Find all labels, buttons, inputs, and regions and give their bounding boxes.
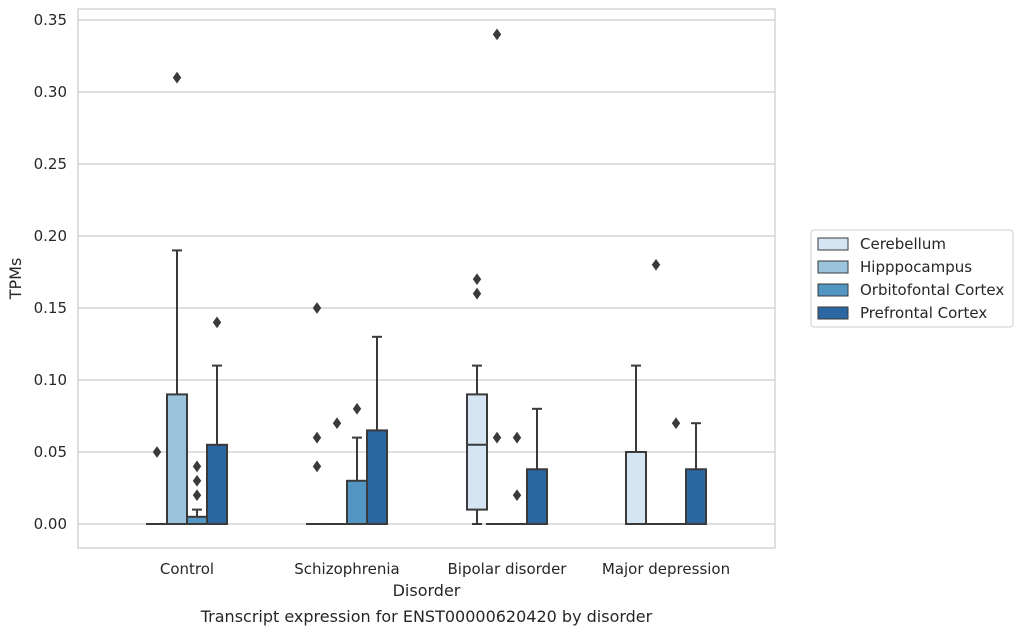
box-orbitofontal-cortex-control (186, 460, 208, 525)
outlier-point (172, 71, 182, 84)
outlier-point (312, 302, 322, 314)
outlier-point (152, 446, 162, 458)
box-body (206, 443, 228, 525)
legend-swatch (817, 260, 849, 274)
outlier-point (212, 316, 222, 329)
box-body (346, 479, 368, 525)
box-prefrontal-cortex-schizophrenia (366, 335, 388, 525)
outlier-point (312, 431, 322, 444)
legend-label: Orbitofontal Cortex (860, 281, 1004, 299)
box-body (466, 393, 488, 511)
outlier-point (472, 273, 482, 286)
outlier-point (492, 28, 502, 41)
box-body (526, 468, 548, 525)
y-axis-label: TPMs (6, 258, 25, 301)
x-tick-label: Schizophrenia (294, 560, 399, 578)
y-tick-label: 0.30 (34, 83, 67, 101)
box-body (625, 451, 647, 525)
box-series (146, 28, 707, 526)
y-tick-label: 0.20 (34, 227, 67, 245)
x-tick-label: Bipolar disorder (448, 560, 568, 578)
outlier-point (192, 474, 202, 487)
outlier-point (671, 417, 681, 430)
y-tick-label: 0.25 (34, 155, 67, 173)
y-tick-label: 0.15 (34, 299, 67, 317)
outlier-point (312, 460, 322, 473)
legend-swatch (817, 306, 849, 320)
outlier-point (192, 489, 202, 502)
outlier-point (472, 287, 482, 300)
box-prefrontal-cortex-bipolar-disorder (526, 407, 548, 525)
box-body (166, 393, 188, 525)
box-orbitofontal-cortex-bipolar-disorder (506, 431, 528, 526)
outlier-point (492, 431, 502, 444)
outlier-point (192, 460, 202, 473)
box-hipppocampus-schizophrenia (326, 417, 348, 526)
outlier-point (651, 258, 661, 271)
legend-swatch (817, 237, 849, 251)
box-body (685, 468, 707, 525)
box-body (186, 515, 208, 525)
box-cerebellum-major-depression (625, 364, 647, 525)
plot-frame (77, 8, 776, 549)
box-body (366, 429, 388, 525)
plot-background (78, 9, 775, 548)
legend-swatch (817, 283, 849, 297)
legend-label: Cerebellum (860, 235, 946, 253)
box-orbitofontal-cortex-major-depression (665, 417, 687, 526)
box-cerebellum-schizophrenia (306, 302, 328, 526)
x-tick-label: Major depression (602, 560, 730, 578)
box-prefrontal-cortex-major-depression (685, 422, 707, 525)
legend: Cerebellum Hipppocampus Orbitofontal Corte… (810, 229, 1014, 328)
legend-items: Cerebellum Hipppocampus Orbitofontal Corte… (817, 235, 1004, 322)
box-prefrontal-cortex-control (206, 316, 228, 525)
box-cerebellum-bipolar-disorder (466, 273, 488, 525)
x-axis-label: Disorder (393, 581, 461, 600)
outlier-point (332, 417, 342, 430)
outlier-point (512, 489, 522, 502)
outlier-point (512, 431, 522, 444)
chart-caption: Transcript expression for ENST0000062042… (200, 607, 653, 626)
y-tick-label: 0.00 (34, 515, 67, 533)
y-tick-label: 0.35 (34, 11, 67, 29)
legend-frame (810, 229, 1014, 328)
legend-label: Prefrontal Cortex (860, 304, 987, 322)
x-tick-label: Control (160, 560, 214, 578)
legend-label: Hipppocampus (860, 258, 972, 276)
y-tick-label: 0.10 (34, 371, 67, 389)
outlier-point (352, 402, 362, 415)
x-tick-labels: Control Schizophrenia Bipolar disorder Majo… (160, 560, 730, 578)
y-tick-labels: 0.00 0.05 0.10 0.15 0.20 0.25 0.30 0.35 (34, 11, 67, 533)
box-hipppocampus-control (166, 71, 188, 525)
y-tick-label: 0.05 (34, 443, 67, 461)
